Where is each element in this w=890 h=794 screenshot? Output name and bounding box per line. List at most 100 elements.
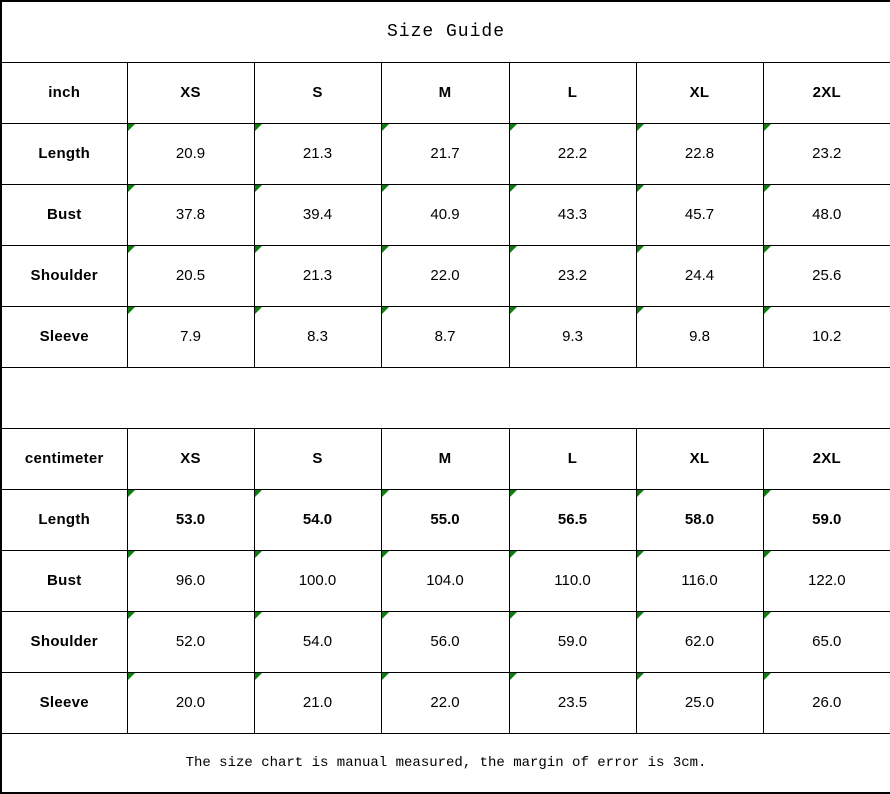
cell-flag-icon [764,673,771,680]
value-cell: 37.8 [126,183,255,246]
value-cell: 122.0 [762,549,890,612]
cell-value: 116.0 [681,572,718,589]
value-cell: 9.3 [508,305,637,368]
cell-value: 62.0 [684,633,715,650]
cell-flag-icon [382,307,389,314]
value-cell: 26.0 [762,671,890,734]
value-cell: 9.8 [635,305,764,368]
cell-value: 25.0 [684,694,715,711]
value-cell: 56.0 [380,610,510,673]
cell-flag-icon [510,612,517,619]
cell-flag-icon [382,673,389,680]
cell-flag-icon [128,490,135,497]
value-cell: 23.2 [508,244,637,307]
cell-flag-icon [764,185,771,192]
value-cell: 25.0 [635,671,764,734]
size-column-header-2xl: 2XL [762,427,890,490]
value-cell: 100.0 [253,549,382,612]
cell-value: 53.0 [175,511,206,528]
cell-value: 23.2 [557,267,588,284]
size-column-header-xs: XS [126,61,255,124]
cell-value: 37.8 [175,206,206,223]
cell-flag-icon [637,246,644,253]
row-label: Length [0,488,128,551]
cell-value: 43.3 [557,206,588,223]
cell-flag-icon [764,246,771,253]
cell-value: 52.0 [175,633,206,650]
row-label: Length [0,122,128,185]
footer-row: The size chart is manual measured, the m… [0,732,890,794]
cell-value: 24.4 [684,267,715,284]
title-row: Size Guide [0,0,890,63]
table-row-inch-sleeve: Sleeve 7.9 8.3 8.7 9.3 9.8 10.2 [0,305,890,368]
cell-value: 54.0 [302,633,333,650]
value-cell: 8.3 [253,305,382,368]
value-cell: 59.0 [508,610,637,673]
cell-flag-icon [764,307,771,314]
row-label: Sleeve [0,305,128,368]
cell-flag-icon [128,246,135,253]
cell-flag-icon [637,612,644,619]
cell-flag-icon [255,185,262,192]
cell-value: 22.2 [557,145,588,162]
cell-flag-icon [382,246,389,253]
cell-value: 58.0 [684,511,715,528]
cell-value: 59.0 [812,511,842,528]
value-cell: 56.5 [508,488,637,551]
size-column-header-l: L [508,427,637,490]
cell-flag-icon [382,612,389,619]
cell-value: 10.2 [812,328,842,345]
cell-flag-icon [255,612,262,619]
value-cell: 23.5 [508,671,637,734]
value-cell: 20.5 [126,244,255,307]
cell-value: 25.6 [812,267,842,284]
row-label: Shoulder [0,610,128,673]
size-column-header-xl: XL [635,61,764,124]
cell-value: 22.0 [430,267,460,284]
cell-flag-icon [637,551,644,558]
value-cell: 20.0 [126,671,255,734]
cell-value: 110.0 [554,572,591,589]
cell-flag-icon [255,490,262,497]
value-cell: 59.0 [762,488,890,551]
cell-flag-icon [637,673,644,680]
cell-flag-icon [255,307,262,314]
cell-flag-icon [255,124,262,131]
cell-value: 23.2 [812,145,842,162]
cell-flag-icon [128,307,135,314]
cell-flag-icon [764,124,771,131]
cell-value: 65.0 [812,633,842,650]
cell-value: 20.5 [175,267,206,284]
cell-value: 26.0 [812,694,842,711]
cell-flag-icon [510,185,517,192]
cell-value: 20.9 [175,145,206,162]
cell-value: 8.3 [307,328,328,345]
value-cell: 40.9 [380,183,510,246]
cell-value: 21.3 [302,145,333,162]
cell-value: 23.5 [557,694,588,711]
cell-flag-icon [255,246,262,253]
cell-flag-icon [510,551,517,558]
row-label: Bust [0,183,128,246]
value-cell: 96.0 [126,549,255,612]
cell-value: 59.0 [557,633,588,650]
value-cell: 43.3 [508,183,637,246]
cell-flag-icon [637,490,644,497]
cell-value: 56.0 [430,633,460,650]
value-cell: 62.0 [635,610,764,673]
value-cell: 21.3 [253,244,382,307]
size-column-header-m: M [380,427,510,490]
cell-value: 21.0 [302,694,333,711]
value-cell: 10.2 [762,305,890,368]
size-column-header-l: L [508,61,637,124]
table-row-cm-sleeve: Sleeve 20.0 21.0 22.0 23.5 25.0 26.0 [0,671,890,734]
value-cell: 45.7 [635,183,764,246]
cell-value: 55.0 [430,511,460,528]
cell-flag-icon [255,673,262,680]
cell-flag-icon [510,490,517,497]
cell-flag-icon [510,124,517,131]
cell-value: 9.3 [562,328,583,345]
cell-flag-icon [128,612,135,619]
size-column-header-s: S [253,427,382,490]
